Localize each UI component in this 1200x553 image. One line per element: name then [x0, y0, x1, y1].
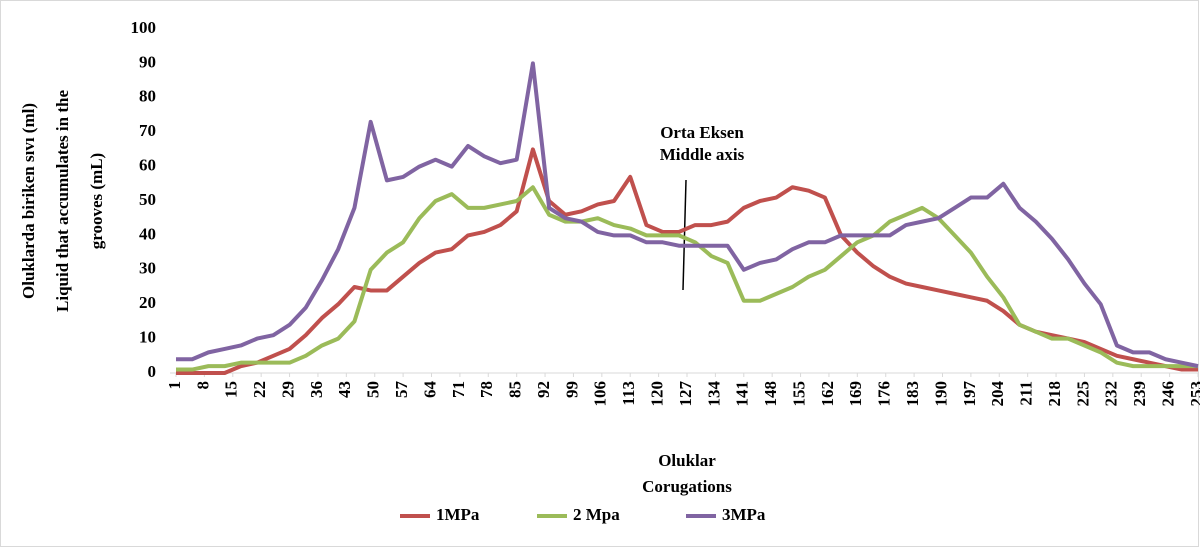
y-tick-label: 20 — [139, 293, 156, 312]
annotation-box — [600, 120, 820, 182]
annotation: Orta Eksen — [660, 123, 744, 142]
x-tick-label: 43 — [335, 381, 354, 398]
y-tick-label: 90 — [139, 52, 156, 71]
y-tick-label: 30 — [139, 259, 156, 278]
y-tick-label: 10 — [139, 328, 156, 347]
x-tick-label: 57 — [392, 381, 411, 399]
x-tick-label: 1 — [165, 381, 184, 390]
annotation: Middle axis — [660, 145, 745, 164]
x-tick-label: 155 — [789, 381, 808, 407]
x-tick-label: 225 — [1073, 381, 1092, 407]
x-tick-label: 183 — [903, 381, 922, 407]
x-tick-label: 50 — [364, 381, 383, 398]
x-tick-label: 29 — [278, 381, 297, 398]
y-axis-label: Oluklarda biriken sıvı (ml) — [19, 103, 38, 299]
x-tick-label: 15 — [222, 381, 241, 398]
y-tick-label: 70 — [139, 121, 156, 140]
x-tick-label: 253 — [1187, 381, 1200, 407]
y-axis-label: Liquid that accumulates in the — [53, 90, 72, 312]
x-tick-label: 127 — [676, 381, 695, 407]
legend-label: 1MPa — [436, 505, 480, 524]
y-tick-label: 50 — [139, 190, 156, 209]
y-tick-label: 80 — [139, 87, 156, 106]
x-tick-label: 36 — [307, 381, 326, 398]
y-axis-label: grooves (mL) — [87, 153, 106, 249]
x-tick-label: 99 — [562, 381, 581, 398]
x-tick-label: 64 — [420, 381, 439, 399]
x-tick-label: 113 — [619, 381, 638, 406]
x-tick-label: 162 — [818, 381, 837, 407]
y-tick-label: 100 — [131, 18, 157, 37]
y-tick-label: 40 — [139, 224, 156, 243]
x-tick-label: 190 — [931, 381, 950, 407]
x-tick-label: 204 — [988, 381, 1007, 407]
x-tick-label: 211 — [1017, 381, 1036, 406]
x-tick-label: 22 — [250, 381, 269, 398]
x-tick-label: 141 — [733, 381, 752, 407]
legend-label: 3MPa — [722, 505, 766, 524]
x-tick-label: 176 — [875, 381, 894, 407]
x-tick-label: 239 — [1130, 381, 1149, 407]
series-line — [176, 61, 1199, 369]
x-tick-label: 106 — [591, 381, 610, 407]
middle-axis-line — [682, 179, 687, 291]
x-axis-label: Corugations — [642, 477, 732, 496]
x-tick-label: 148 — [761, 381, 780, 407]
x-tick-label: 197 — [960, 381, 979, 407]
series-line — [176, 185, 1198, 372]
legend-label: 2 Mpa — [573, 505, 620, 524]
x-axis-label: Oluklar — [658, 451, 716, 470]
x-tick-label: 232 — [1102, 381, 1121, 407]
x-tick-label: 120 — [648, 381, 667, 407]
x-tick-label: 246 — [1159, 381, 1178, 407]
x-tick-label: 78 — [477, 381, 496, 398]
x-tick-label: 134 — [704, 381, 723, 407]
x-tick-label: 169 — [846, 381, 865, 407]
x-tick-label: 8 — [193, 381, 212, 390]
x-tick-label: 85 — [506, 381, 525, 398]
y-tick-label: 0 — [148, 362, 157, 381]
x-tick-label: 92 — [534, 381, 553, 398]
x-tick-label: 218 — [1045, 381, 1064, 407]
x-tick-label: 71 — [449, 381, 468, 398]
y-tick-label: 60 — [139, 156, 156, 175]
